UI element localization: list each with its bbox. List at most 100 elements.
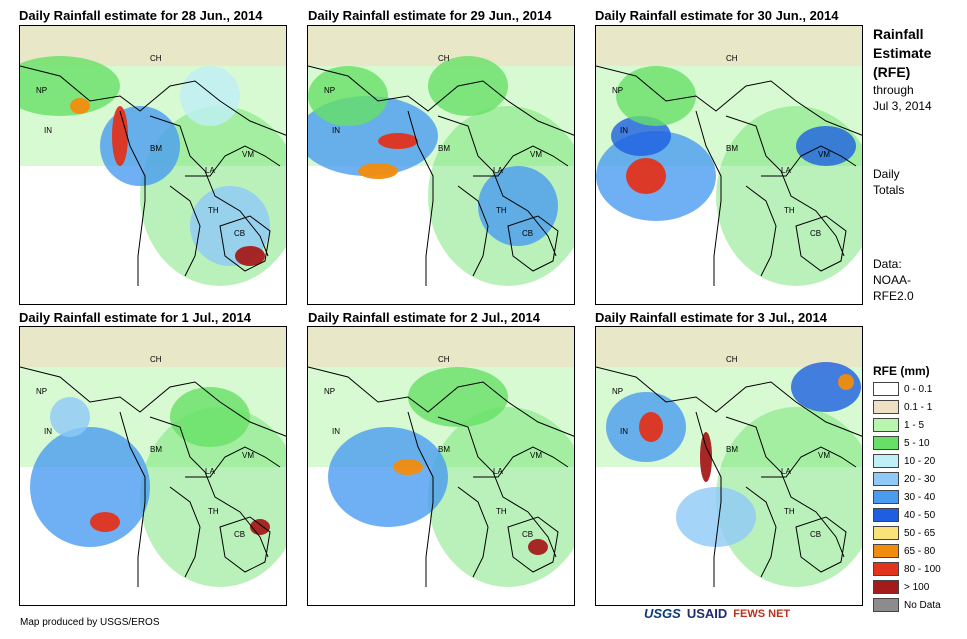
country-label: IN <box>332 126 340 135</box>
rain-field-moderate <box>716 407 862 587</box>
legend-item: 1 - 5 <box>873 417 941 433</box>
country-label: LA <box>493 166 503 175</box>
country-label: NP <box>36 387 48 396</box>
panel-title-2: Daily Rainfall estimate for 29 Jun., 201… <box>308 8 552 23</box>
legend-label: 65 - 80 <box>904 545 936 557</box>
country-label: VM <box>818 451 830 460</box>
rainfall-blob <box>180 66 240 126</box>
country-borders <box>20 65 286 286</box>
usgs-logo: USGS <box>644 606 681 621</box>
rainfall-map-svg <box>308 26 574 286</box>
rainfall-blob <box>20 56 120 116</box>
rainfall-map-4: CH NP IN BM LA VM TH CB <box>19 326 287 606</box>
rainfall-map-1: CH NP IN BM LA VM TH CB <box>19 25 287 305</box>
logo-strip: USGS USAID FEWS NET <box>644 606 790 621</box>
country-label: LA <box>781 166 791 175</box>
rain-field-trace <box>20 327 286 367</box>
country-label: IN <box>44 126 52 135</box>
country-borders <box>308 65 574 286</box>
side-title-line1: Rainfall <box>873 26 924 42</box>
rain-field-trace <box>308 26 574 66</box>
country-label: NP <box>612 387 624 396</box>
side-source1: NOAA- <box>873 273 912 287</box>
country-label: CB <box>810 530 822 539</box>
rain-field-trace <box>596 26 862 66</box>
legend-label: 1 - 5 <box>904 419 925 431</box>
legend-label: 80 - 100 <box>904 563 941 575</box>
legend-label: 20 - 30 <box>904 473 936 485</box>
rainfall-map-svg <box>308 327 574 587</box>
legend-item: 65 - 80 <box>873 543 941 559</box>
rainfall-map-svg <box>20 327 286 587</box>
country-label: CB <box>234 229 246 238</box>
country-label: CH <box>726 355 738 364</box>
rainfall-blob <box>112 106 128 166</box>
rainfall-map-3: CH NP IN BM LA VM TH CB <box>595 25 863 305</box>
legend-label: 30 - 40 <box>904 491 936 503</box>
legend-swatch <box>873 580 899 594</box>
legend-swatch <box>873 454 899 468</box>
rainfall-blob <box>676 487 756 547</box>
legend-swatch <box>873 436 899 450</box>
legend-label: > 100 <box>904 581 930 593</box>
rainfall-blob <box>838 374 854 390</box>
side-daily: Daily <box>873 167 900 181</box>
side-data-label: Data: <box>873 257 902 271</box>
country-label: TH <box>208 206 219 215</box>
legend-swatch <box>873 472 899 486</box>
rainfall-blob <box>328 427 448 527</box>
country-borders <box>596 366 862 587</box>
country-label: BM <box>150 445 162 454</box>
rainfall-blob <box>170 387 250 447</box>
country-label: IN <box>620 126 628 135</box>
legend-swatch <box>873 544 899 558</box>
country-label: BM <box>726 144 738 153</box>
rainfall-blob <box>639 412 663 442</box>
country-borders <box>20 366 286 587</box>
rainfall-map-6: CH NP IN BM LA VM TH CB <box>595 326 863 606</box>
side-daily-block: Daily Totals <box>873 166 904 198</box>
usaid-logo: USAID <box>686 606 728 621</box>
legend-item: 20 - 30 <box>873 471 941 487</box>
legend-swatch <box>873 490 899 504</box>
side-date: Jul 3, 2014 <box>873 99 932 113</box>
rain-field-moderate <box>140 407 286 587</box>
legend-label: 0.1 - 1 <box>904 401 933 413</box>
legend-label: 10 - 20 <box>904 455 936 467</box>
legend-swatch <box>873 508 899 522</box>
legend-item: No Data <box>873 597 941 613</box>
rainfall-map-svg <box>596 26 862 286</box>
country-label: TH <box>496 206 507 215</box>
country-label: CH <box>438 355 450 364</box>
panel-title-5: Daily Rainfall estimate for 2 Jul., 2014 <box>308 310 540 325</box>
country-label: TH <box>496 507 507 516</box>
panel-title-4: Daily Rainfall estimate for 1 Jul., 2014 <box>19 310 251 325</box>
side-title-line2: Estimate <box>873 45 932 61</box>
legend-item: 0.1 - 1 <box>873 399 941 415</box>
country-label: VM <box>818 150 830 159</box>
rainfall-blob <box>616 66 696 126</box>
rainfall-blob <box>528 539 548 555</box>
legend-item: > 100 <box>873 579 941 595</box>
side-data-block: Data: NOAA- RFE2.0 <box>873 256 914 304</box>
panel-title-6: Daily Rainfall estimate for 3 Jul., 2014 <box>595 310 827 325</box>
country-label: VM <box>242 451 254 460</box>
country-label: CB <box>522 229 534 238</box>
rainfall-blob <box>100 106 180 186</box>
rainfall-blob <box>70 98 90 114</box>
rainfall-blob <box>393 459 423 475</box>
country-label: TH <box>784 206 795 215</box>
country-label: NP <box>324 387 336 396</box>
country-label: CH <box>438 54 450 63</box>
legend-label: 40 - 50 <box>904 509 936 521</box>
rainfall-blob <box>308 66 388 126</box>
legend-label: 0 - 0.1 <box>904 383 933 395</box>
legend-item: 5 - 10 <box>873 435 941 451</box>
legend-item: 30 - 40 <box>873 489 941 505</box>
country-label: NP <box>36 86 48 95</box>
rainfall-blob <box>408 367 508 427</box>
rainfall-blob <box>30 427 150 547</box>
footer-credit: Map produced by USGS/EROS <box>20 617 160 628</box>
legend: 0 - 0.1 0.1 - 1 1 - 5 5 - 10 10 - 20 20 - 30 3… <box>873 381 941 615</box>
country-label: LA <box>205 467 215 476</box>
